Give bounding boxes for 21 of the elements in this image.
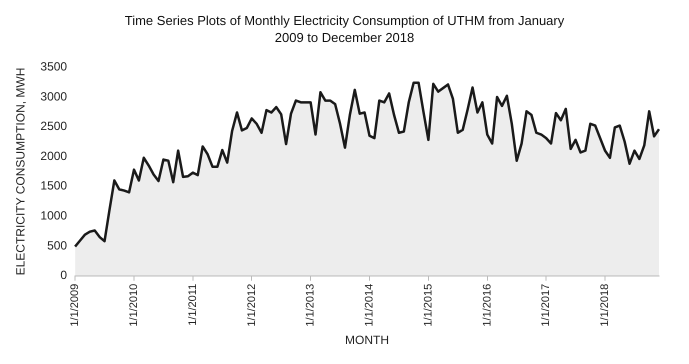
x-tick-label: 1/1/2012 (246, 284, 258, 327)
x-tick-label: 1/1/2010 (128, 284, 140, 327)
x-tick-label: 1/1/2014 (364, 284, 376, 327)
y-tick-label: 3500 (40, 60, 68, 74)
x-tick-label: 1/1/2011 (186, 284, 199, 326)
chart-title: Time Series Plots of Monthly Electricity Consumption of UTHM from January 2009 to December 2018 (124, 12, 566, 47)
x-tick-label: 1/1/2015 (422, 284, 434, 327)
x-tick-label: 1/1/2013 (304, 284, 317, 327)
y-tick-label: 0 (60, 268, 68, 282)
y-tick-label: 2500 (40, 119, 68, 134)
y-tick-label: 3000 (40, 89, 68, 104)
x-axis-title: MONTH (345, 333, 390, 348)
x-tick-label: 1/1/2018 (599, 284, 612, 327)
y-tick-label: 500 (47, 238, 68, 252)
y-tick-label: 2000 (40, 148, 68, 163)
y-axis-title: ELECTRICITY CONSUMPTION, MWH (14, 68, 28, 276)
x-tick-label: 1/1/2017 (540, 284, 552, 327)
x-tick-label: 1/1/2009 (69, 284, 82, 327)
y-tick-label: 1000 (40, 208, 68, 222)
y-tick-label: 1500 (40, 178, 68, 193)
x-tick-label: 1/1/2016 (481, 284, 494, 327)
